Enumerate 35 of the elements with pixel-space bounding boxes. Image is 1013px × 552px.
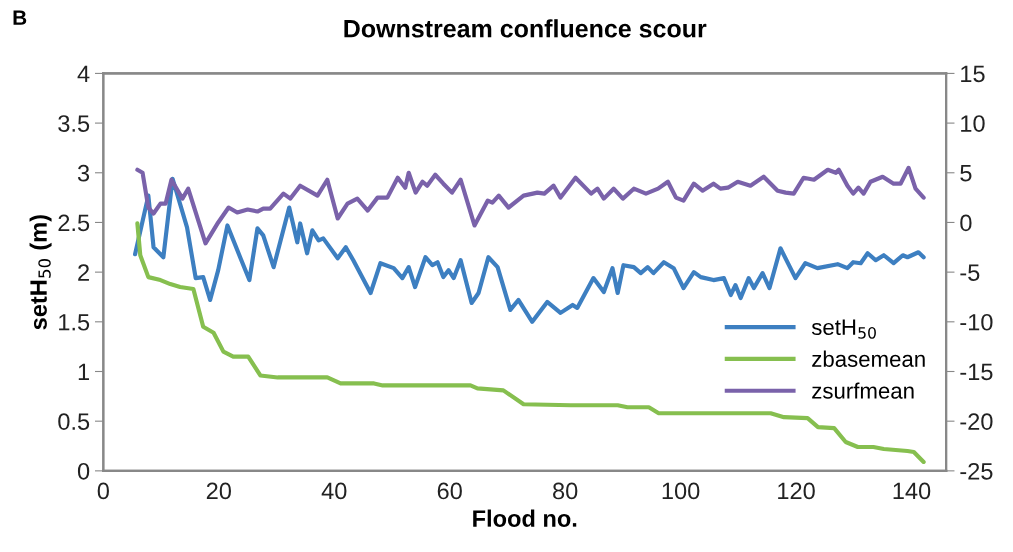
line-series — [135, 221, 926, 464]
y-tick-label: 2 — [78, 264, 89, 281]
x-tick-label: 40 — [321, 482, 347, 500]
y-tick-label: 1.5 — [59, 314, 90, 331]
y-tick-label: 4 — [77, 65, 90, 82]
legend-label: setH$_{50}$ — [811, 319, 876, 339]
y2-tick-label: 5 — [960, 165, 972, 182]
x-tick-label: 60 — [437, 482, 462, 500]
x-tick-label: 0 — [97, 482, 109, 500]
legend-label: zbasemean — [812, 350, 925, 367]
y-tick-label: 1 — [78, 363, 89, 381]
x-axis-title: Flood no. — [473, 509, 577, 527]
y2-tick-label: -15 — [960, 363, 993, 381]
x-tick-label: 20 — [206, 482, 231, 500]
text: B — [13, 10, 27, 25]
x-tick-label: 140 — [893, 482, 931, 500]
x-tick-label: 100 — [662, 482, 700, 500]
x-tick-label: 120 — [778, 482, 815, 500]
y-tick-label: 3 — [77, 164, 90, 182]
line-series — [135, 165, 926, 246]
y-axis-title: setH$_{50}$ (m) — [29, 215, 52, 330]
y2-tick-label: -5 — [960, 264, 980, 281]
y2-tick-label: 10 — [961, 115, 985, 132]
y2-tick-label: 0 — [960, 214, 972, 232]
chart-title: Downstream confluence scour — [344, 19, 707, 38]
y2-tick-label: -20 — [960, 413, 993, 430]
y-tick-label: 0.5 — [58, 413, 90, 430]
legend-label: zsurfmean — [812, 382, 914, 399]
y2-tick-label: -25 — [960, 462, 993, 480]
x-tick-label: 80 — [553, 482, 578, 500]
y2-tick-label: 15 — [961, 65, 985, 83]
y-tick-label: 3.5 — [58, 115, 90, 132]
y-tick-label: 0 — [77, 462, 90, 480]
y2-tick-label: -10 — [960, 313, 993, 331]
y-tick-label: 2.5 — [58, 214, 90, 232]
